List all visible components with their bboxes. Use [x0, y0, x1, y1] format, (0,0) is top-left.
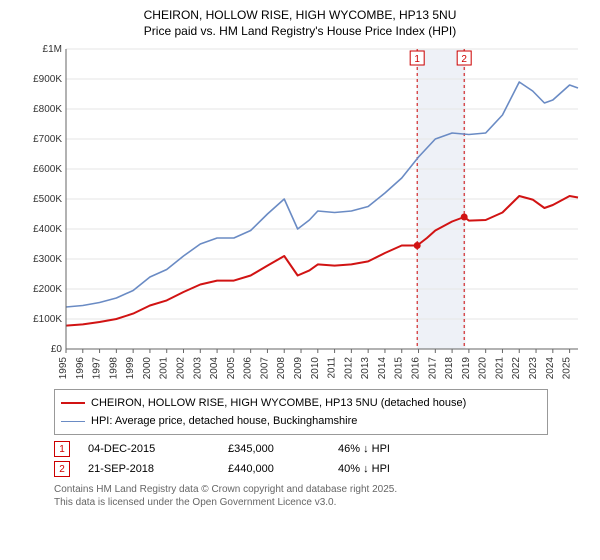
svg-text:2006: 2006: [243, 357, 254, 380]
legend-swatch: [61, 402, 85, 404]
svg-text:2017: 2017: [427, 357, 438, 380]
svg-text:2020: 2020: [478, 357, 489, 380]
svg-text:1996: 1996: [75, 357, 86, 380]
svg-text:£600K: £600K: [33, 164, 62, 175]
svg-text:1995: 1995: [58, 357, 69, 380]
legend-swatch: [61, 421, 85, 422]
svg-text:2011: 2011: [327, 357, 338, 379]
sale-markers-table: 1 04-DEC-2015£345,00046% ↓ HPI 2 21-SEP-201…: [54, 441, 590, 477]
svg-text:£1M: £1M: [43, 44, 62, 55]
svg-text:1: 1: [414, 54, 420, 65]
svg-text:£400K: £400K: [33, 224, 62, 235]
chart-title: CHEIRON, HOLLOW RISE, HIGH WYCOMBE, HP13…: [10, 8, 590, 39]
legend-item: HPI: Average price, detached house, Buck…: [61, 412, 541, 430]
svg-text:2001: 2001: [159, 357, 170, 380]
marker-number: 2: [54, 461, 70, 477]
marker-row: 2 21-SEP-2018£440,00040% ↓ HPI: [54, 461, 590, 477]
marker-price: £440,000: [228, 463, 338, 475]
svg-text:2007: 2007: [259, 357, 270, 380]
svg-text:2000: 2000: [142, 357, 153, 380]
svg-text:2022: 2022: [511, 357, 522, 380]
legend-label: HPI: Average price, detached house, Buck…: [91, 412, 357, 430]
svg-text:1998: 1998: [108, 357, 119, 380]
svg-text:2003: 2003: [192, 357, 203, 380]
svg-text:2021: 2021: [494, 357, 505, 380]
svg-text:2023: 2023: [528, 357, 539, 380]
svg-text:2005: 2005: [226, 357, 237, 380]
svg-text:2010: 2010: [310, 357, 321, 380]
svg-text:2025: 2025: [562, 357, 573, 380]
svg-text:2004: 2004: [209, 357, 220, 380]
svg-text:£900K: £900K: [33, 74, 62, 85]
svg-text:1999: 1999: [125, 357, 136, 380]
footer-attribution: Contains HM Land Registry data © Crown c…: [54, 483, 590, 509]
footer-line-2: This data is licensed under the Open Gov…: [54, 497, 336, 508]
svg-text:2012: 2012: [343, 357, 354, 380]
svg-text:1997: 1997: [92, 357, 103, 380]
marker-row: 1 04-DEC-2015£345,00046% ↓ HPI: [54, 441, 590, 457]
svg-text:2018: 2018: [444, 357, 455, 380]
title-line-2: Price paid vs. HM Land Registry's House …: [144, 24, 456, 38]
svg-text:2014: 2014: [377, 357, 388, 380]
svg-text:£500K: £500K: [33, 194, 62, 205]
svg-text:2016: 2016: [411, 357, 422, 380]
marker-change: 46% ↓ HPI: [338, 443, 390, 455]
svg-text:2015: 2015: [394, 357, 405, 380]
svg-text:2013: 2013: [360, 357, 371, 380]
title-line-1: CHEIRON, HOLLOW RISE, HIGH WYCOMBE, HP13…: [144, 8, 457, 22]
svg-text:2008: 2008: [276, 357, 287, 380]
svg-text:£100K: £100K: [33, 314, 62, 325]
svg-text:£0: £0: [51, 344, 63, 355]
svg-text:2009: 2009: [293, 357, 304, 380]
svg-text:£800K: £800K: [33, 104, 62, 115]
legend-item: CHEIRON, HOLLOW RISE, HIGH WYCOMBE, HP13…: [61, 394, 541, 412]
svg-text:2019: 2019: [461, 357, 472, 380]
marker-date: 04-DEC-2015: [88, 443, 228, 455]
marker-price: £345,000: [228, 443, 338, 455]
svg-text:£300K: £300K: [33, 254, 62, 265]
svg-text:2002: 2002: [176, 357, 187, 380]
svg-text:£700K: £700K: [33, 134, 62, 145]
marker-change: 40% ↓ HPI: [338, 463, 390, 475]
svg-text:2024: 2024: [545, 357, 556, 380]
footer-line-1: Contains HM Land Registry data © Crown c…: [54, 484, 397, 495]
legend-label: CHEIRON, HOLLOW RISE, HIGH WYCOMBE, HP13…: [91, 394, 466, 412]
marker-number: 1: [54, 441, 70, 457]
legend: CHEIRON, HOLLOW RISE, HIGH WYCOMBE, HP13…: [54, 389, 548, 435]
svg-text:£200K: £200K: [33, 284, 62, 295]
svg-text:2: 2: [461, 54, 467, 65]
price-chart: £0 £100K £200K £300K £400K £500K £600K £700K £80…: [22, 43, 582, 383]
marker-date: 21-SEP-2018: [88, 463, 228, 475]
